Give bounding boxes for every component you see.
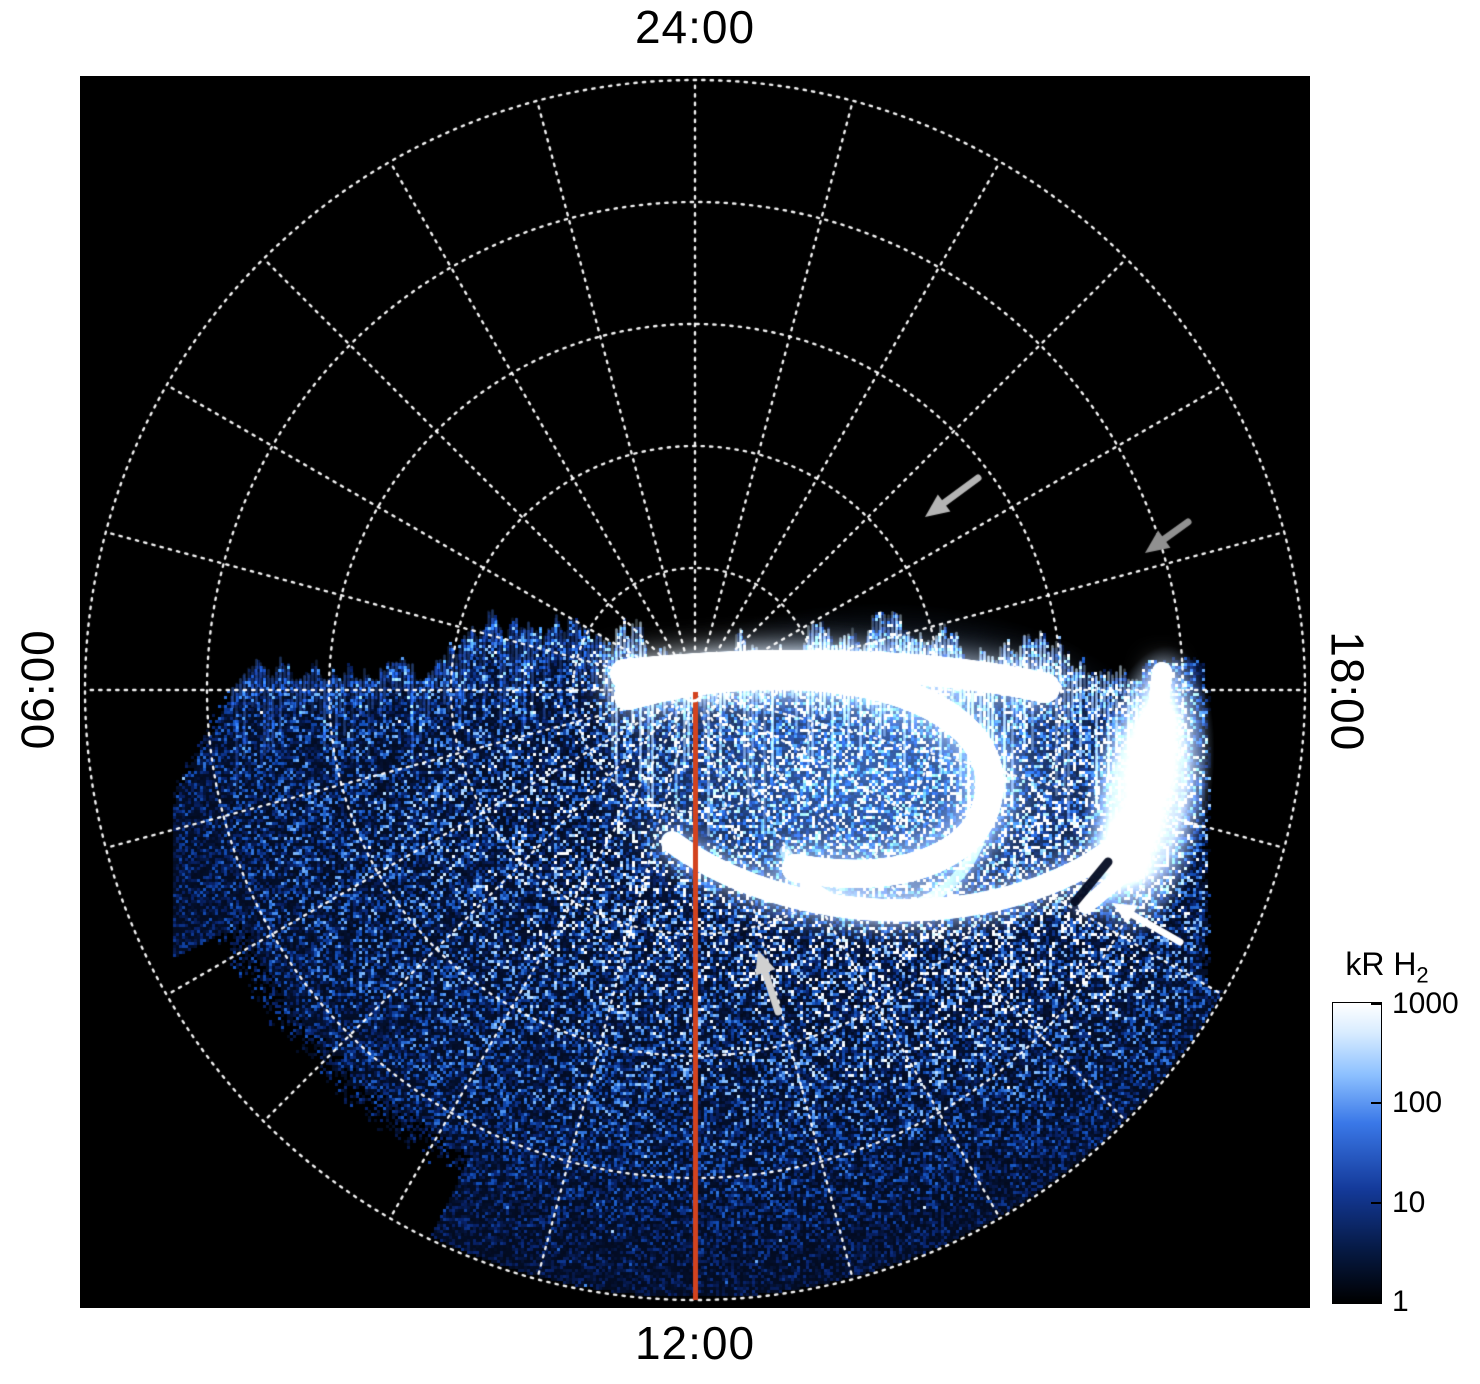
colorbar-title-text: kR H [1345, 946, 1417, 982]
colorbar-title: kR H2 [1312, 946, 1462, 988]
colorbar-tick-1000: 1000 [1392, 987, 1459, 1020]
colorbar-tick-mark [1371, 1301, 1381, 1303]
colorbar-gradient [1332, 1002, 1382, 1304]
local-time-label-1800: 18:00 [1321, 631, 1374, 752]
colorbar-tick-mark [1371, 1202, 1381, 1204]
colorbar-title-subscript: 2 [1416, 962, 1429, 988]
aurora-heatmap-canvas [80, 76, 1310, 1308]
colorbar-tick-10: 10 [1392, 1186, 1426, 1219]
local-time-label-0600: 06:00 [11, 629, 64, 750]
colorbar-tick-1: 1 [1392, 1285, 1409, 1318]
colorbar-tick-mark [1371, 1003, 1381, 1005]
local-time-label-2400: 24:00 [634, 1, 756, 53]
colorbar-tick-mark [1371, 1102, 1381, 1104]
polar-plot [80, 76, 1310, 1308]
colorbar-tick-100: 100 [1392, 1086, 1443, 1119]
local-time-label-1200: 12:00 [634, 1317, 756, 1369]
